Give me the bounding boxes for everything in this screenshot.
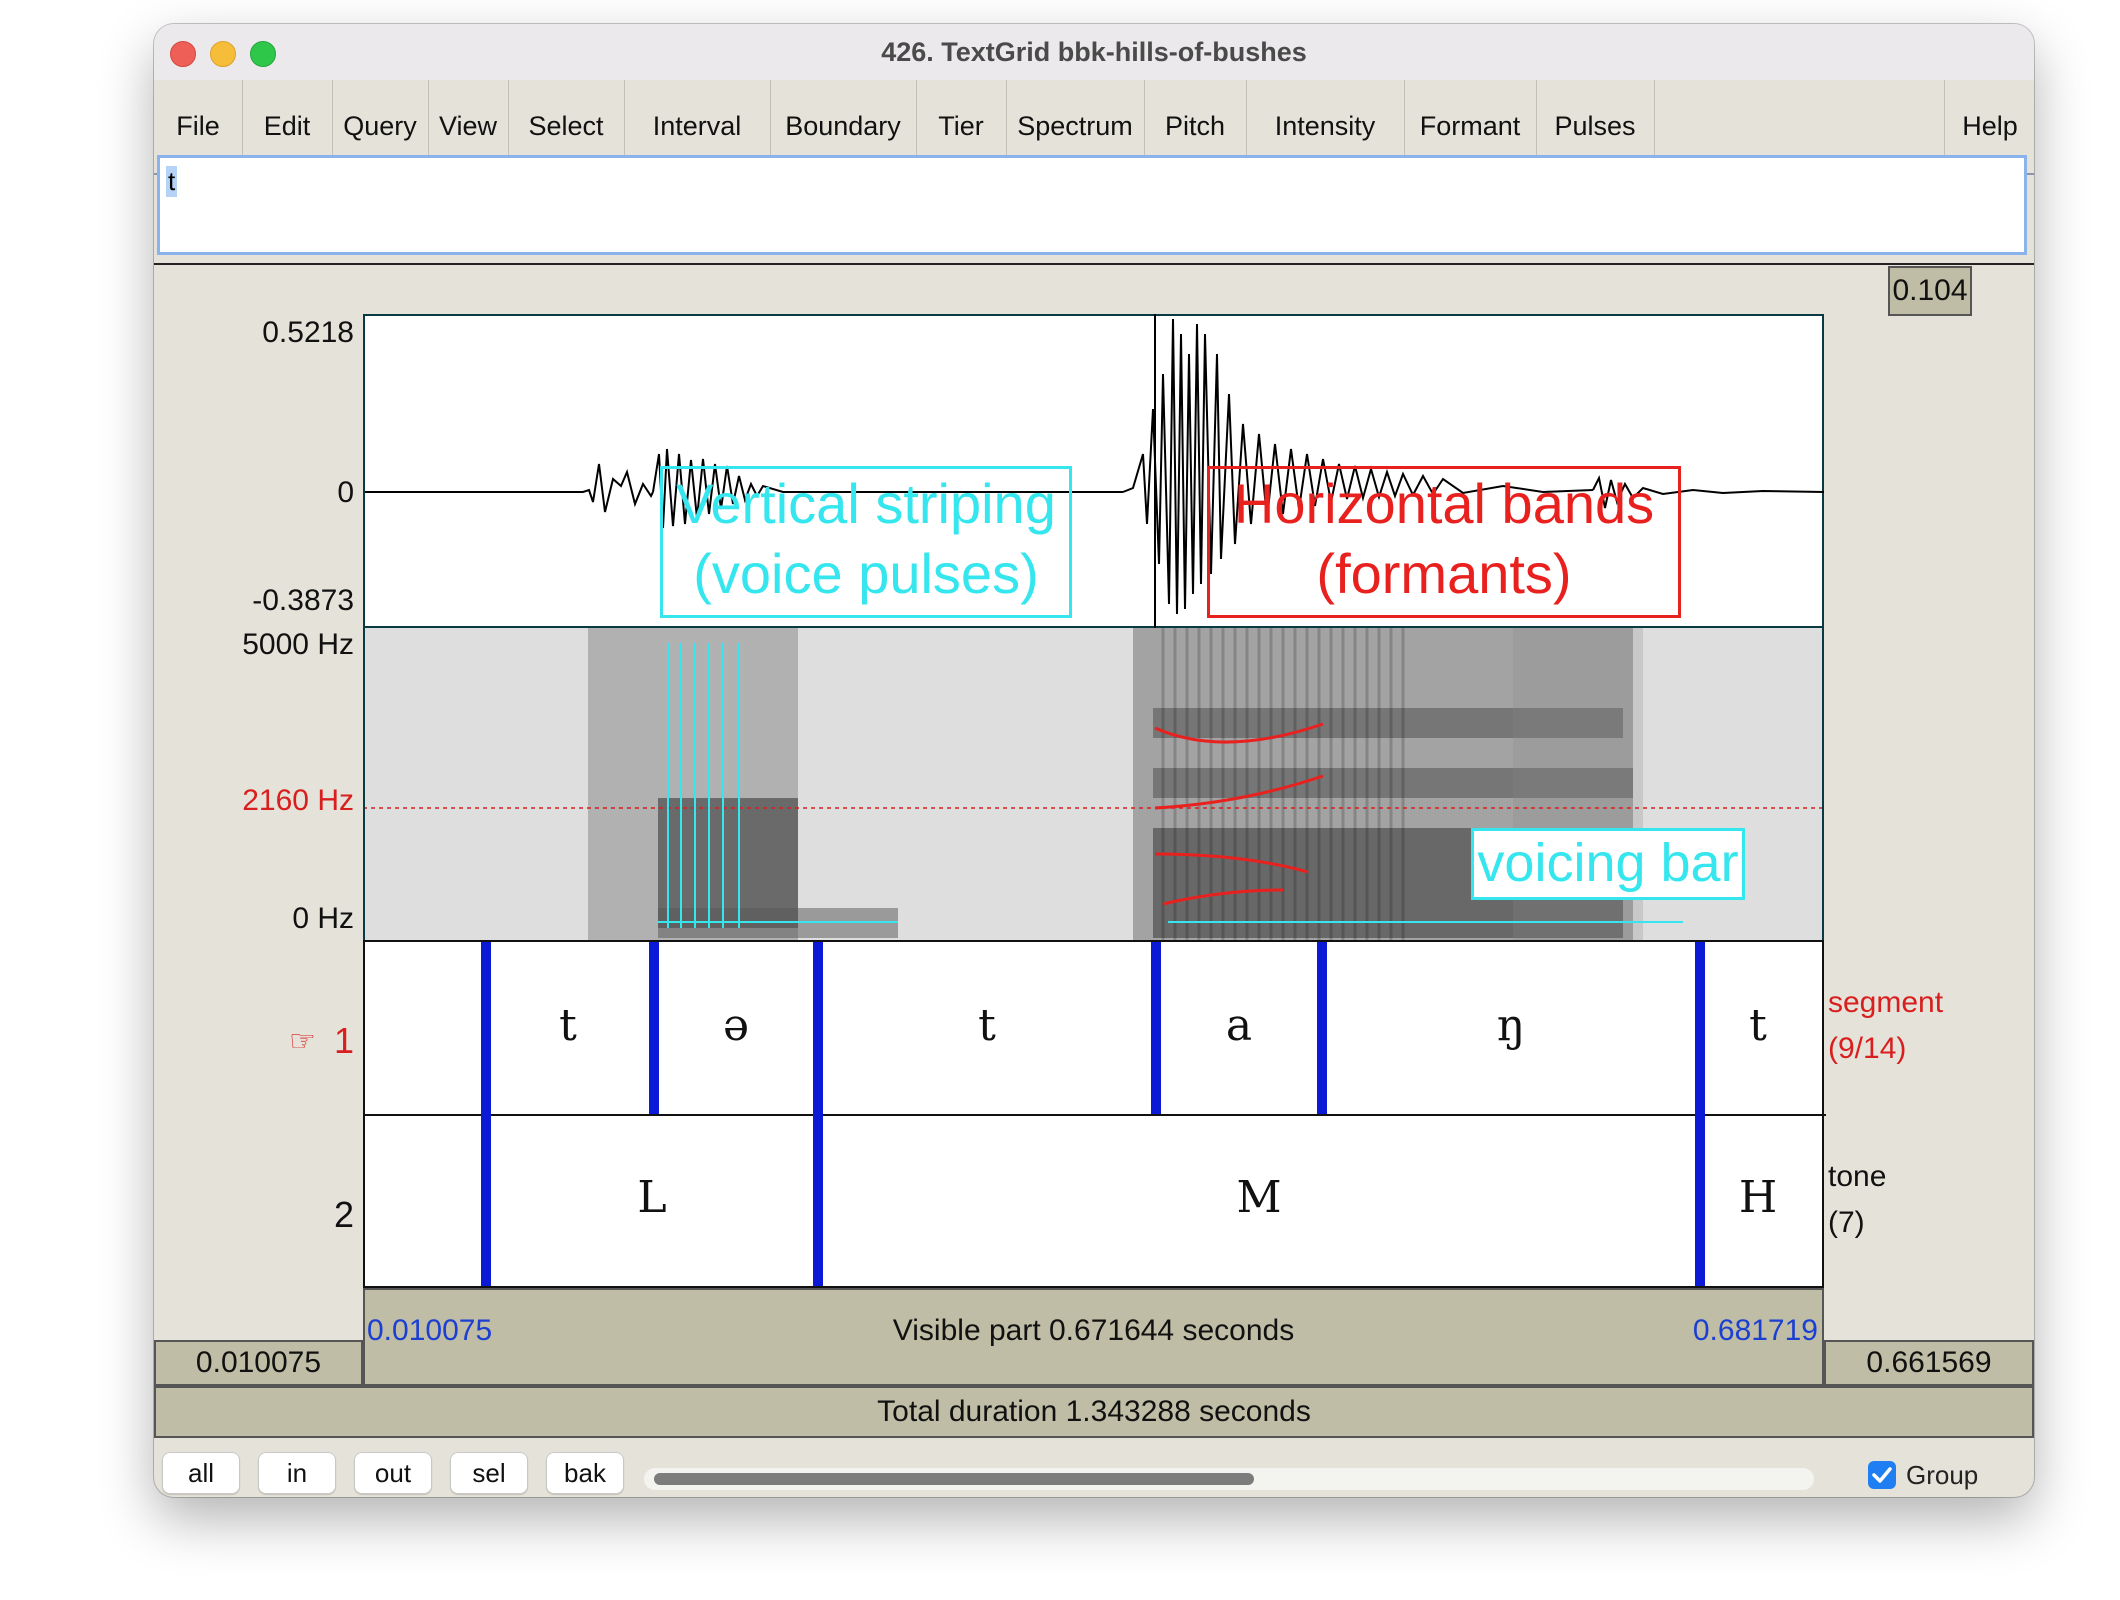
visible-end-time: 0.681719 (1692, 1314, 1818, 1347)
boundary-tier1-6[interactable] (1695, 942, 1705, 1286)
tier1-number[interactable]: 1 (334, 1020, 355, 1061)
tone-label[interactable]: M (1236, 1172, 1282, 1223)
boundary-tier1-3[interactable] (813, 942, 823, 1286)
waveform-panel[interactable]: Vertical striping (voice pulses) Horizon… (363, 314, 1824, 628)
menu-query[interactable]: Query (332, 80, 429, 173)
minimize-button[interactable] (210, 41, 236, 67)
scrollbar-thumb[interactable] (654, 1473, 1254, 1485)
annotation-striping-box: Vertical striping (voice pulses) (660, 466, 1072, 618)
waveform-ymax-label: 0.5218 (262, 316, 354, 349)
zoom-out-button[interactable]: out (354, 1452, 432, 1494)
right-segment-box[interactable]: 0.661569 (1824, 1340, 2034, 1386)
menu-edit[interactable]: Edit (242, 80, 333, 173)
interval-text-value: t (166, 166, 178, 197)
waveform-ymin-label: -0.3873 (252, 584, 354, 617)
segment-label[interactable]: ə (722, 1000, 750, 1051)
group-checkbox[interactable] (1868, 1461, 1896, 1489)
waveform-plot (365, 314, 1824, 628)
textgrid-panel[interactable]: t ə t a ŋ t L M H (363, 940, 1826, 1288)
menu-intensity[interactable]: Intensity (1246, 80, 1405, 173)
tier1-count: (9/14) (1828, 1032, 1907, 1065)
boundary-tier1-5[interactable] (1317, 942, 1327, 1114)
tier-divider (365, 1114, 1826, 1116)
annotation-voicing-box: voicing bar (1471, 828, 1745, 900)
zoom-button[interactable] (250, 41, 276, 67)
menu-boundary[interactable]: Boundary (770, 80, 917, 173)
segment-label[interactable]: t (559, 1000, 577, 1051)
visible-start-time: 0.010075 (367, 1314, 493, 1347)
close-button[interactable] (170, 41, 196, 67)
total-duration-bar[interactable]: Total duration 1.343288 seconds (154, 1386, 2034, 1438)
tier1-name: segment (1828, 986, 1944, 1019)
tier2-name: tone (1828, 1160, 1887, 1193)
praat-textgrid-window: 426. TextGrid bbk-hills-of-bushes File E… (154, 24, 2034, 1497)
menu-pulses[interactable]: Pulses (1536, 80, 1655, 173)
separator (154, 263, 2034, 265)
title-bar: 426. TextGrid bbk-hills-of-bushes (154, 24, 2034, 81)
group-label: Group (1906, 1460, 1979, 1490)
menu-formant[interactable]: Formant (1404, 80, 1537, 173)
waveform-zero-label: 0 (337, 476, 354, 509)
spectrogram-bottom-label: 0 Hz (292, 902, 354, 935)
left-segment-box[interactable]: 0.010075 (154, 1340, 363, 1386)
menu-interval[interactable]: Interval (624, 80, 771, 173)
zoom-all-button[interactable]: all (162, 1452, 240, 1494)
tier2-number[interactable]: 2 (334, 1194, 355, 1235)
boundary-tier1-1[interactable] (481, 942, 491, 1286)
menu-file[interactable]: File (154, 80, 243, 173)
zoom-in-button[interactable]: in (258, 1452, 336, 1494)
annotation-bands-box: Horizontal bands (formants) (1207, 466, 1681, 618)
selection-duration: 0.104 (1888, 266, 1972, 316)
segment-label[interactable]: a (1225, 1000, 1253, 1051)
menu-pitch[interactable]: Pitch (1144, 80, 1247, 173)
tier1-pointer-icon: ☞ (289, 1025, 316, 1058)
zoom-sel-button[interactable]: sel (450, 1452, 528, 1494)
boundary-tier1-2[interactable] (649, 942, 659, 1114)
menu-tier[interactable]: Tier (916, 80, 1007, 173)
interval-text-field[interactable]: t (157, 155, 2027, 255)
segment-label[interactable]: t (978, 1000, 996, 1051)
window-title: 426. TextGrid bbk-hills-of-bushes (881, 37, 1307, 67)
annotation-bands-line1: Horizontal bands (1233, 472, 1655, 535)
spectrogram-cursor-label: 2160 Hz (242, 784, 354, 817)
annotation-striping-line1: Vertical striping (676, 472, 1056, 535)
annotation-striping-line2: (voice pulses) (693, 542, 1039, 605)
annotation-bands-line2: (formants) (1316, 542, 1572, 605)
checkmark-icon (1872, 1467, 1892, 1483)
menu-select[interactable]: Select (508, 80, 625, 173)
tone-label[interactable]: L (637, 1172, 667, 1223)
segment-label[interactable]: ŋ (1496, 1000, 1526, 1051)
spectrogram-panel[interactable]: voicing bar (363, 628, 1824, 942)
boundary-tier1-4[interactable] (1151, 942, 1161, 1114)
menu-help[interactable]: Help (1944, 80, 2034, 173)
zoom-back-button[interactable]: bak (546, 1452, 624, 1494)
horizontal-scrollbar[interactable] (644, 1468, 1814, 1490)
tone-label[interactable]: H (1738, 1172, 1778, 1223)
tier2-count: (7) (1828, 1206, 1865, 1239)
visible-part-bar[interactable]: 0.010075 Visible part 0.671644 seconds 0… (363, 1288, 1824, 1386)
segment-label[interactable]: t (1749, 1000, 1767, 1051)
spectrogram-top-label: 5000 Hz (242, 628, 354, 661)
menu-spectrum[interactable]: Spectrum (1006, 80, 1145, 173)
visible-part-text: Visible part 0.671644 seconds (892, 1314, 1295, 1347)
menu-view[interactable]: View (428, 80, 509, 173)
